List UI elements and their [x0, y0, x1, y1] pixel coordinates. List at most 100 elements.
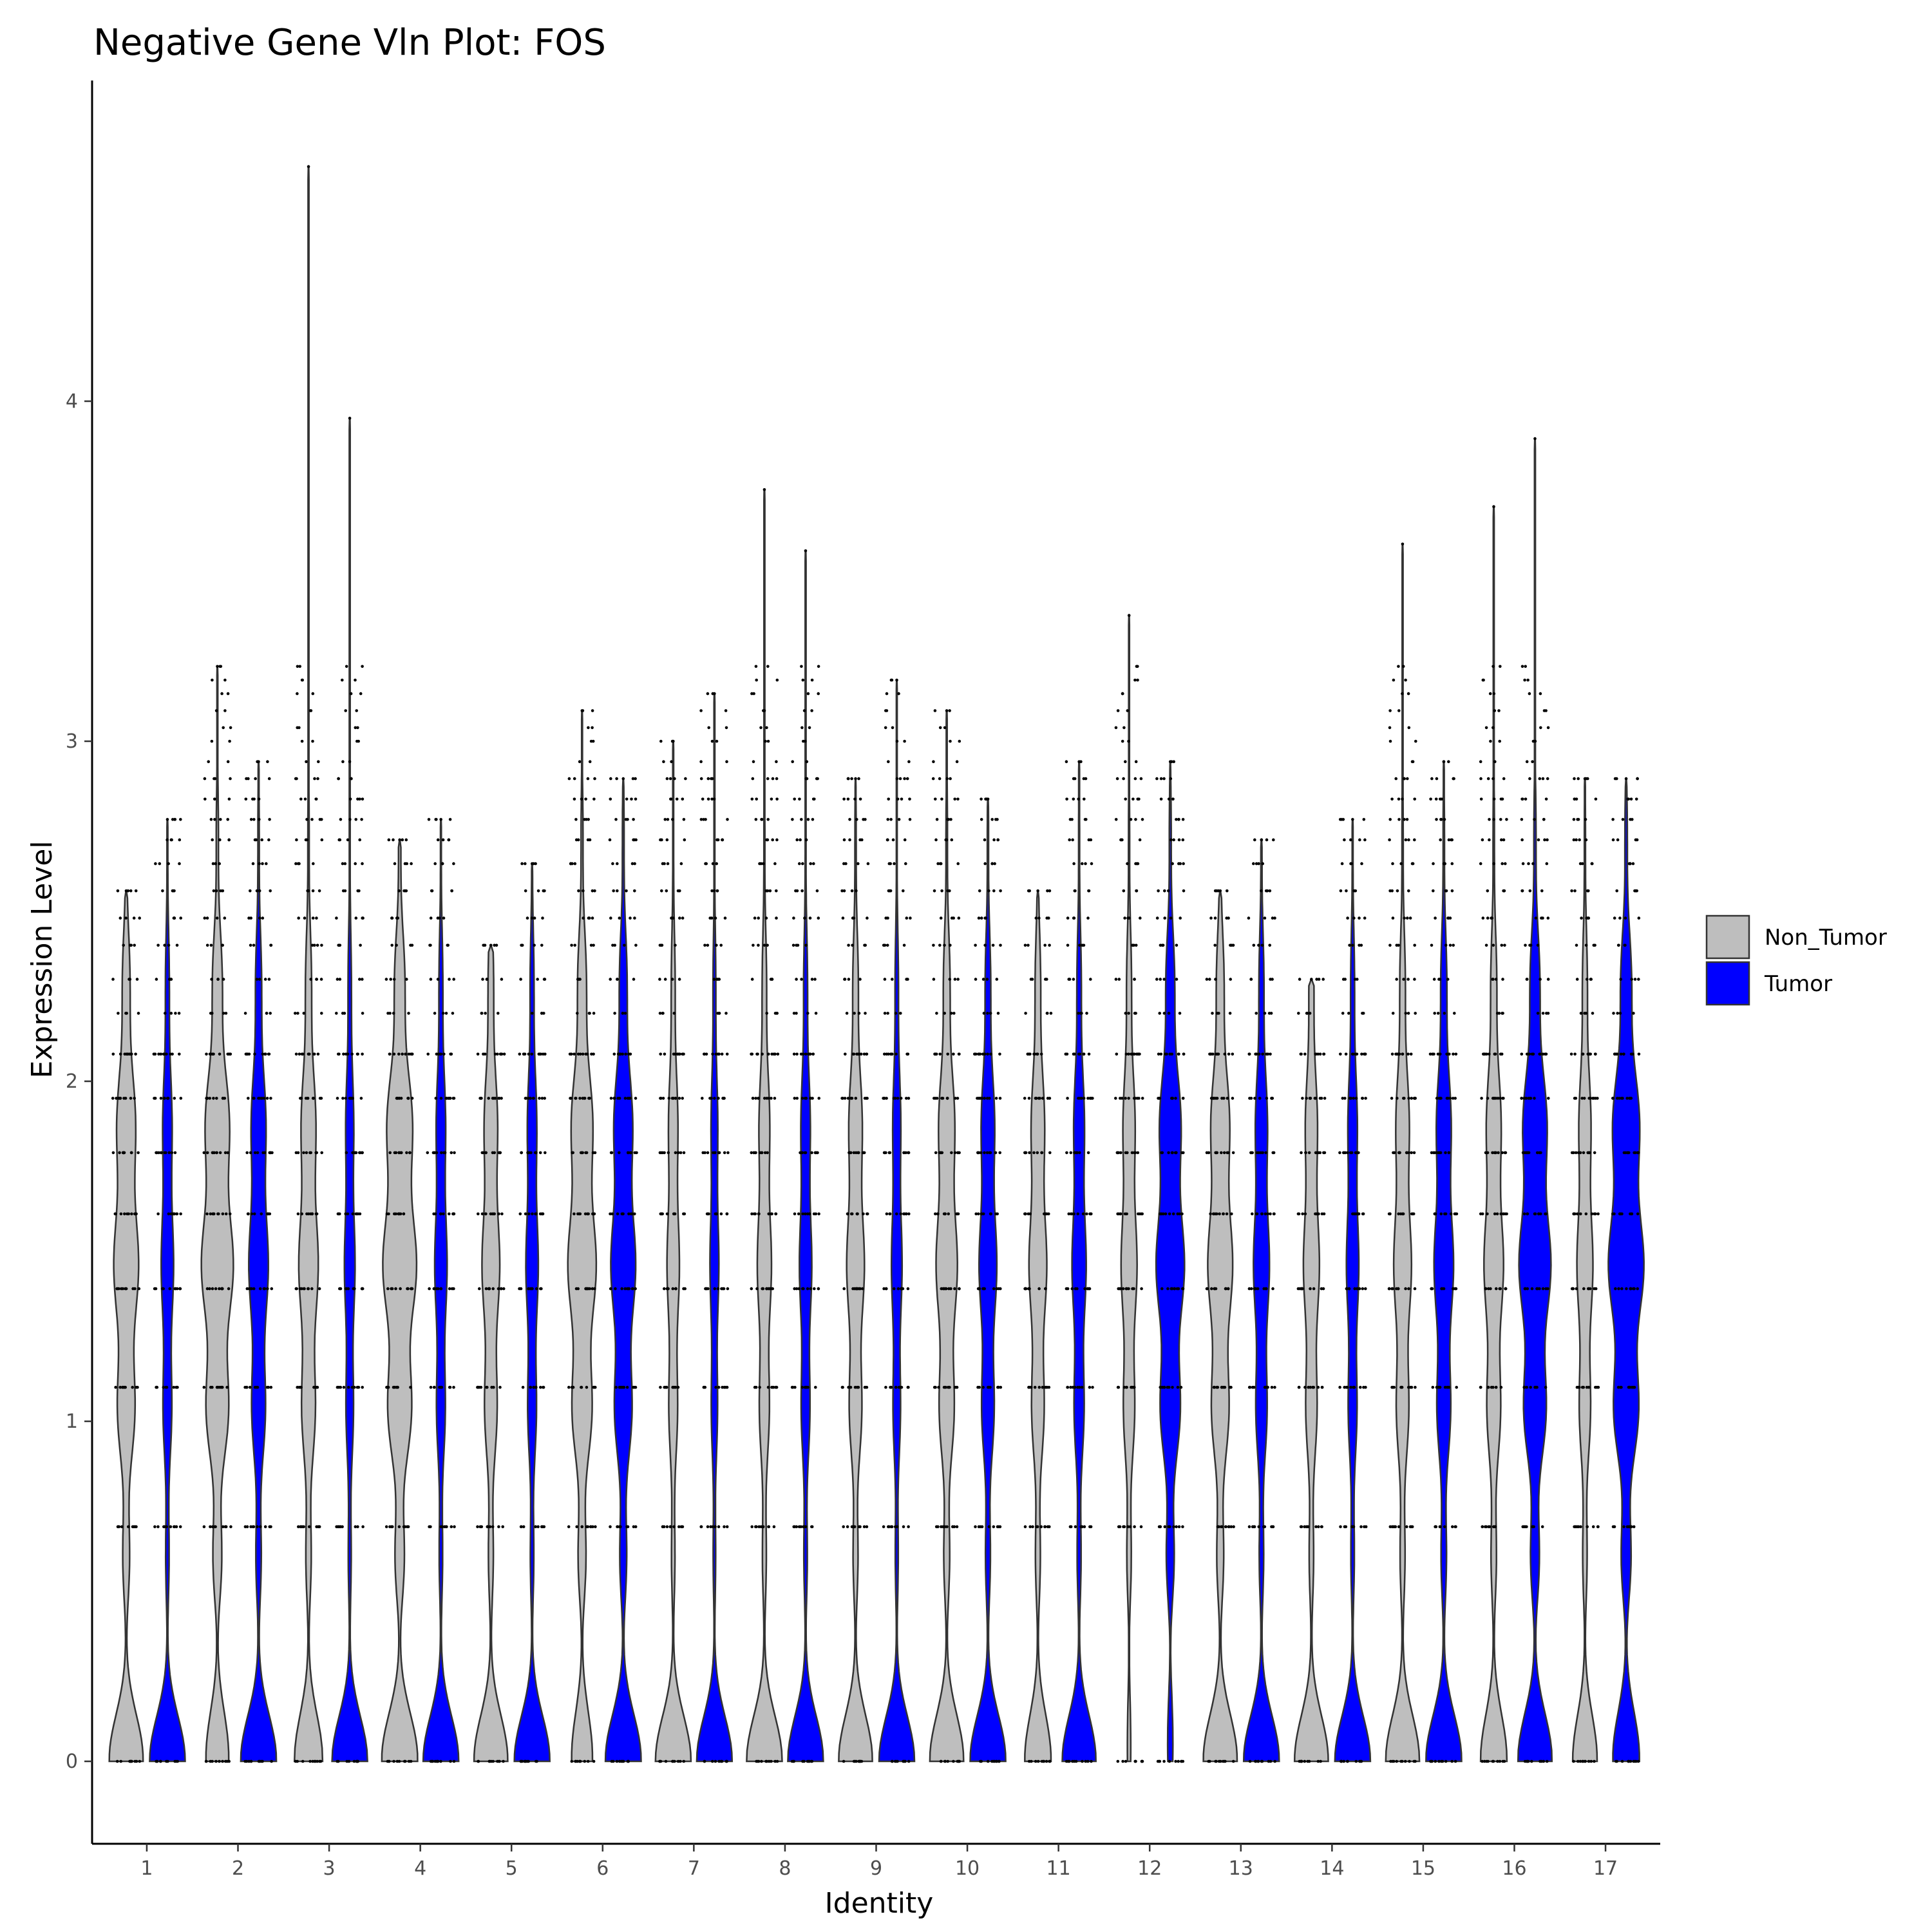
- data-point: [354, 1151, 357, 1155]
- y-axis-title: Expression Level: [26, 841, 59, 1079]
- data-point: [623, 1287, 627, 1291]
- data-point: [1065, 1151, 1068, 1155]
- data-point: [956, 862, 960, 866]
- data-point: [1636, 1212, 1640, 1216]
- data-point: [397, 1052, 401, 1056]
- data-point: [1615, 1759, 1618, 1763]
- data-point: [996, 818, 999, 821]
- data-point: [209, 1052, 213, 1056]
- data-point: [1544, 1212, 1548, 1216]
- data-point: [1579, 1012, 1583, 1015]
- data-point: [1260, 943, 1264, 947]
- data-point: [1545, 1759, 1549, 1763]
- data-point: [205, 1151, 209, 1155]
- data-point: [1629, 862, 1632, 866]
- data-point: [1349, 1151, 1352, 1155]
- data-point: [211, 862, 215, 866]
- data-point: [502, 1759, 505, 1763]
- data-point: [1431, 1385, 1435, 1389]
- data-point: [886, 1012, 889, 1015]
- data-point: [117, 1525, 120, 1528]
- data-point: [1492, 665, 1495, 668]
- data-point: [124, 916, 128, 920]
- data-point: [609, 978, 612, 981]
- data-point: [714, 1385, 717, 1389]
- data-point: [410, 1052, 414, 1056]
- data-point: [255, 978, 259, 981]
- data-point: [309, 978, 313, 981]
- data-point: [222, 726, 225, 730]
- data-point: [258, 978, 261, 981]
- data-point: [317, 1287, 321, 1291]
- data-point: [1160, 1151, 1163, 1155]
- data-point: [426, 1052, 430, 1056]
- data-point: [629, 1097, 632, 1100]
- data-point: [1446, 978, 1450, 981]
- data-point: [542, 1385, 545, 1389]
- data-point: [710, 797, 714, 801]
- data-point: [1087, 1052, 1091, 1056]
- data-point: [388, 1012, 392, 1015]
- data-point: [390, 916, 393, 920]
- data-point: [1391, 1012, 1395, 1015]
- violin-non_tumor-8: [746, 488, 783, 1763]
- data-point: [496, 1759, 499, 1763]
- data-point: [1028, 1525, 1032, 1528]
- data-point: [535, 1287, 538, 1291]
- data-point: [1127, 1012, 1130, 1015]
- data-point: [1529, 1097, 1533, 1100]
- data-point: [904, 1212, 908, 1216]
- data-point: [1613, 1525, 1616, 1528]
- data-point: [1496, 1097, 1500, 1100]
- data-point: [809, 1097, 812, 1100]
- data-point: [725, 1525, 729, 1528]
- data-point: [348, 417, 352, 420]
- data-point: [949, 777, 952, 781]
- data-point: [392, 1759, 395, 1763]
- data-point: [1528, 692, 1531, 696]
- data-point: [813, 1287, 816, 1291]
- data-point: [1139, 1525, 1143, 1528]
- data-point: [992, 838, 996, 842]
- data-point: [1525, 1385, 1528, 1389]
- data-point: [1351, 1052, 1355, 1056]
- data-point: [1526, 1759, 1530, 1763]
- data-point: [723, 1385, 727, 1389]
- data-point: [1503, 943, 1506, 947]
- data-point: [609, 1097, 613, 1100]
- data-point: [1171, 797, 1175, 801]
- data-point: [1441, 1759, 1444, 1763]
- data-point: [1586, 1525, 1589, 1528]
- data-point: [496, 1052, 499, 1056]
- data-point: [1398, 1151, 1401, 1155]
- data-point: [1501, 862, 1504, 866]
- data-point: [1451, 1525, 1454, 1528]
- data-point: [750, 1287, 753, 1291]
- data-point: [179, 818, 182, 821]
- data-point: [775, 916, 778, 920]
- data-point: [982, 1287, 985, 1291]
- data-point: [1414, 1097, 1417, 1100]
- data-point: [1263, 1012, 1267, 1015]
- data-point: [859, 1052, 863, 1056]
- data-point: [1575, 797, 1578, 801]
- data-point: [947, 1385, 950, 1389]
- data-point: [1305, 1097, 1308, 1100]
- data-point: [860, 1287, 864, 1291]
- data-point: [1399, 1759, 1403, 1763]
- data-point: [1450, 862, 1454, 866]
- data-point: [592, 1385, 596, 1389]
- data-point: [1163, 889, 1166, 893]
- data-point: [1023, 943, 1027, 947]
- data-point: [1138, 1052, 1141, 1056]
- data-point: [1546, 978, 1550, 981]
- violin-non_tumor-15: [1385, 542, 1421, 1763]
- data-point: [895, 1212, 898, 1216]
- data-point: [486, 1525, 489, 1528]
- data-point: [159, 1151, 163, 1155]
- data-point: [1570, 1151, 1574, 1155]
- data-point: [1353, 1287, 1356, 1291]
- data-point: [389, 978, 392, 981]
- data-point: [1175, 818, 1178, 821]
- data-point: [857, 1012, 861, 1015]
